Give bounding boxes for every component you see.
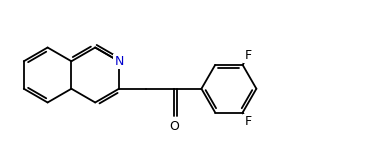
Text: N: N — [114, 55, 124, 68]
Text: O: O — [169, 120, 179, 133]
Text: F: F — [245, 115, 252, 128]
Text: F: F — [245, 49, 252, 62]
